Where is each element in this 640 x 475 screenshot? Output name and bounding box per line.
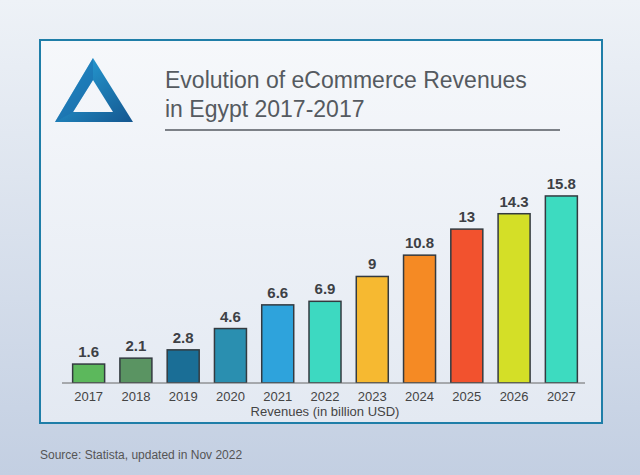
data-label: 14.3 <box>499 193 528 210</box>
x-tick-label: 2022 <box>311 389 340 404</box>
x-tick-label: 2019 <box>169 389 198 404</box>
bar <box>73 364 105 383</box>
logo <box>55 58 133 122</box>
bar <box>309 301 341 383</box>
x-tick-label: 2027 <box>547 389 576 404</box>
title-underline <box>165 129 560 131</box>
data-label: 6.9 <box>315 280 336 297</box>
data-label: 2.8 <box>173 329 194 346</box>
panel <box>40 40 602 423</box>
x-tick-label: 2017 <box>74 389 103 404</box>
source: Source: Statista, updated in Nov 2022 <box>40 448 242 462</box>
bar <box>545 196 577 383</box>
bar <box>167 350 199 383</box>
data-label: 9 <box>368 255 376 272</box>
data-label: 15.8 <box>547 175 576 192</box>
x-tick-label: 2018 <box>121 389 150 404</box>
bar <box>120 358 152 383</box>
logo-facet <box>55 58 93 122</box>
data-label: 4.6 <box>220 308 241 325</box>
x-axis-title: Revenues (in billion USD) <box>251 404 400 419</box>
bar <box>262 305 294 383</box>
x-axis-line <box>62 383 585 384</box>
background <box>0 0 640 475</box>
x-tick-label: 2021 <box>263 389 292 404</box>
data-label: 13 <box>458 208 475 225</box>
x-tick-label: 2024 <box>405 389 434 404</box>
data-label: 6.6 <box>267 284 288 301</box>
title-line: in Egypt 2017-2017 <box>165 96 365 122</box>
chart: Evolution of eCommerce Revenues in Egypt … <box>0 0 640 475</box>
bars <box>73 196 578 383</box>
data-label: 1.6 <box>78 343 99 360</box>
data-label: 10.8 <box>405 234 434 251</box>
x-tick-label: 2025 <box>452 389 481 404</box>
data-label: 2.1 <box>125 337 146 354</box>
x-tick-label: 2023 <box>358 389 387 404</box>
x-tick-label: 2026 <box>500 389 529 404</box>
bar <box>451 229 483 383</box>
bar <box>356 276 388 383</box>
title-line: Evolution of eCommerce Revenues <box>165 67 527 93</box>
bar <box>498 214 530 383</box>
bar <box>404 255 436 383</box>
bar <box>214 329 246 383</box>
x-tick-label: 2020 <box>216 389 245 404</box>
title: Evolution of eCommerce Revenues in Egypt … <box>165 67 527 122</box>
